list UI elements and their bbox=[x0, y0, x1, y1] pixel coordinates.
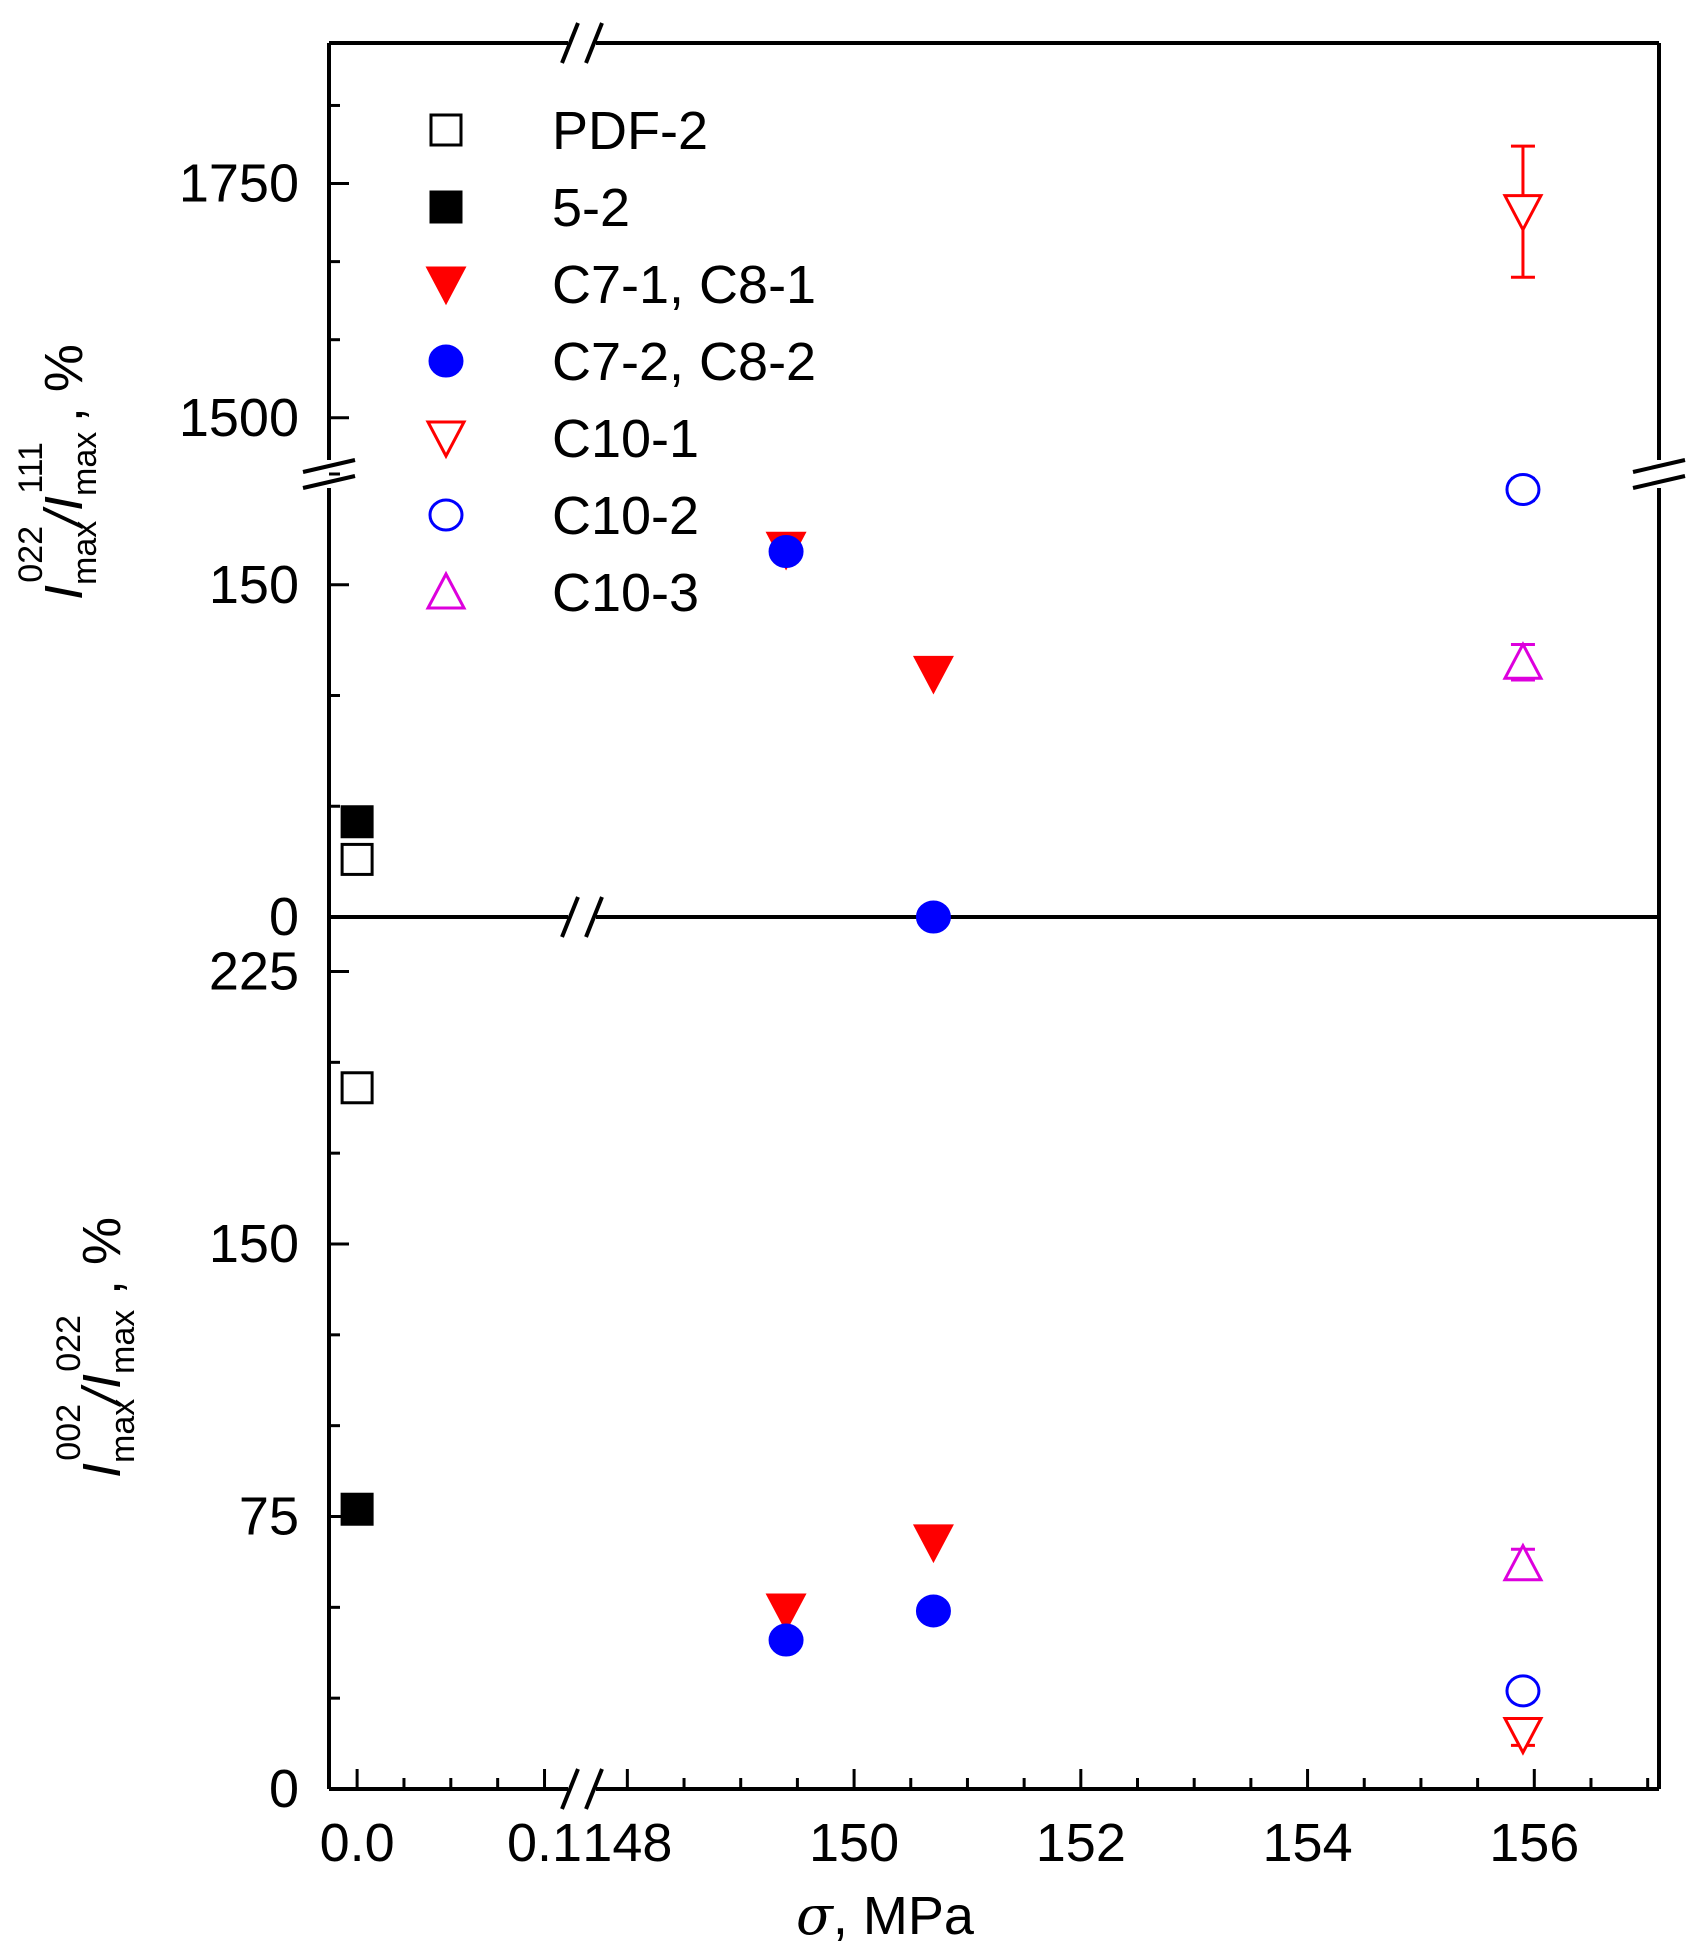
bottom-ytick-label: 0 bbox=[269, 1759, 299, 1819]
legend-marker-pdf-2 bbox=[429, 113, 463, 147]
mid-x-break-slash-a bbox=[560, 896, 580, 938]
legend-label: C7-1, C8-1 bbox=[552, 255, 816, 315]
bottom-point-c7-1-c8-1 bbox=[912, 1524, 954, 1564]
x-axis-label: σ, MPa bbox=[796, 1884, 975, 1947]
top-point-c7-2-c8-2 bbox=[915, 900, 951, 934]
legend-label: C10-3 bbox=[552, 563, 699, 623]
bottom-ytick-label: 225 bbox=[209, 942, 299, 1002]
mid-x-break-gap bbox=[568, 909, 596, 925]
bottom-point-c7-2-c8-2 bbox=[915, 1594, 951, 1628]
top-point-c10-3 bbox=[1502, 641, 1544, 680]
top-x-break-gap bbox=[568, 35, 596, 51]
bottom-point-c10-1 bbox=[1502, 1717, 1544, 1756]
legend-marker-c7-1-c8-1 bbox=[425, 266, 467, 306]
top-x-break-slash-b bbox=[584, 22, 604, 64]
xtick-label: 0.0 bbox=[320, 1813, 395, 1873]
right-y-break-slash-b bbox=[1632, 474, 1686, 490]
left-y-break-slash-b bbox=[302, 474, 356, 490]
bottom-point-c7-1-c8-1 bbox=[765, 1593, 807, 1633]
xtick-label: 152 bbox=[1036, 1813, 1126, 1873]
xtick-label: 148 bbox=[582, 1813, 672, 1873]
legend-marker-5-2 bbox=[429, 190, 463, 224]
bottom-x-break-slash-b bbox=[584, 1768, 604, 1810]
legend-marker-c10-2 bbox=[428, 498, 464, 532]
top-ytick-label: 150 bbox=[209, 555, 299, 615]
legend-label: 5-2 bbox=[552, 178, 630, 238]
bottom-point-c10-2 bbox=[1505, 1674, 1541, 1708]
bottom-point-c7-2-c8-2 bbox=[768, 1623, 804, 1657]
legend-marker-c7-2-c8-2 bbox=[428, 344, 464, 378]
top-y-axis-label: Imax022/Imax111, % bbox=[12, 344, 104, 600]
legend-label: C10-2 bbox=[552, 486, 699, 546]
data-marks bbox=[340, 144, 1544, 1756]
xtick-label: 150 bbox=[809, 1813, 899, 1873]
xtick-label: 156 bbox=[1489, 1813, 1579, 1873]
top-ytick-label: 0 bbox=[269, 887, 299, 947]
xtick-label: 0.1 bbox=[507, 1813, 582, 1873]
bottom-y-axis-label: Imax002/Imax022, % bbox=[50, 1217, 142, 1478]
axis-ticks: 0 150 1500 1750 0 75 150 225 0.0 0.1 148 150 152 154 1… bbox=[179, 103, 1650, 1873]
bottom-point-c10-3 bbox=[1502, 1542, 1544, 1582]
top-point-c7-2-c8-2 bbox=[768, 535, 804, 569]
plot-frames bbox=[302, 22, 1686, 1810]
legend-marker-c10-3 bbox=[425, 570, 467, 610]
bottom-ytick-label: 150 bbox=[209, 1214, 299, 1274]
bottom-ytick-label: 75 bbox=[239, 1487, 299, 1547]
top-point-c7-1-c8-1 bbox=[912, 655, 954, 695]
top-point-c10-2 bbox=[1505, 473, 1541, 507]
legend-marker-c10-1 bbox=[425, 420, 467, 460]
mid-x-break-slash-b bbox=[584, 896, 604, 938]
top-point-5-2 bbox=[340, 805, 374, 839]
legend: PDF-2 5-2 C7-1, C8-1 C7-2, C8-2 C10-1 C10-2 C1… bbox=[425, 101, 816, 623]
top-ytick-label: 1500 bbox=[179, 388, 299, 448]
bottom-point-pdf-2 bbox=[340, 1071, 374, 1105]
bottom-point-5-2 bbox=[340, 1492, 374, 1526]
top-ytick-label: 1750 bbox=[179, 154, 299, 214]
top-point-c10-1 bbox=[1502, 194, 1544, 233]
legend-label: C10-1 bbox=[552, 409, 699, 469]
right-y-break-slash-a bbox=[1632, 458, 1686, 474]
legend-label: PDF-2 bbox=[552, 101, 708, 161]
left-y-break-slash-a bbox=[302, 458, 356, 474]
top-x-break-slash-a bbox=[560, 22, 580, 64]
bottom-x-break-gap bbox=[568, 1781, 596, 1797]
legend-label: C7-2, C8-2 bbox=[552, 332, 816, 392]
bottom-x-break-slash-a bbox=[560, 1768, 580, 1810]
xtick-label: 154 bbox=[1263, 1813, 1353, 1873]
top-point-pdf-2 bbox=[340, 842, 374, 876]
